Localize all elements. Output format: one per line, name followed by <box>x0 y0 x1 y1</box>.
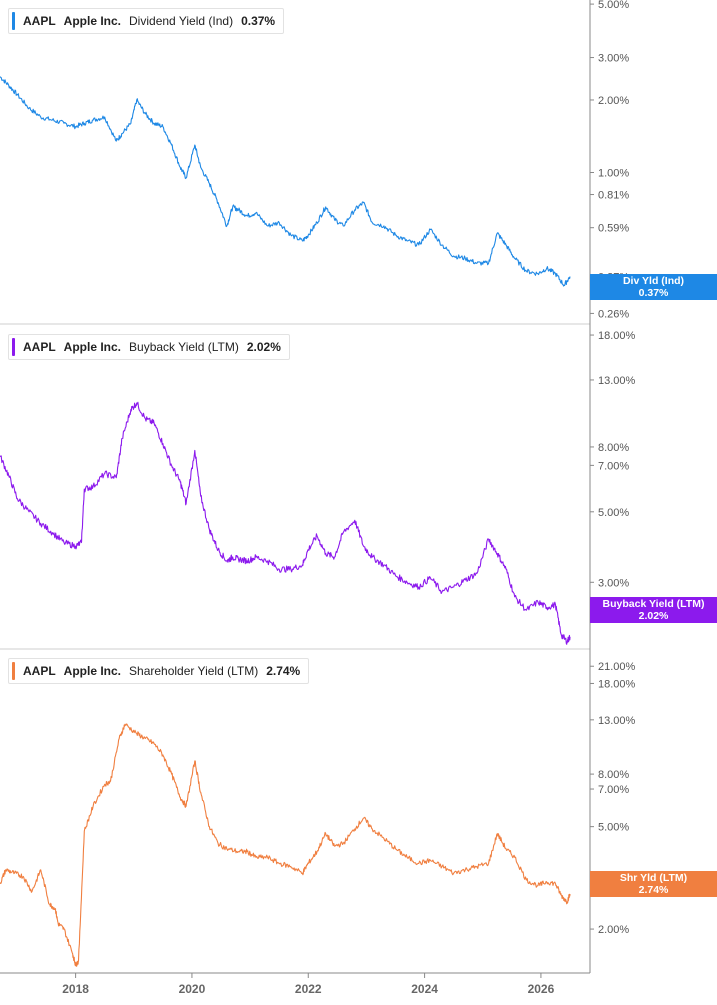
legend-company: Apple Inc. <box>63 664 122 678</box>
value-tag-label: Shr Yld (LTM) <box>619 872 688 884</box>
y-tick-label: 0.26% <box>598 308 629 320</box>
legend-value: 2.74% <box>266 664 301 678</box>
legend-value: 0.37% <box>241 14 276 28</box>
legend-dividend-yield[interactable]: AAPL Apple Inc. Dividend Yield (Ind) 0.3… <box>8 8 285 34</box>
series-line <box>0 401 571 645</box>
series-color-swatch <box>12 338 15 356</box>
series-line <box>0 723 571 967</box>
x-tick-label: 2022 <box>295 982 322 996</box>
y-tick-label: 3.00% <box>598 53 629 65</box>
value-tag-shareholder-yield: Shr Yld (LTM) 2.74% <box>590 871 717 897</box>
y-tick-label: 7.00% <box>598 460 629 472</box>
y-tick-label: 18.00% <box>598 678 636 690</box>
legend-company: Apple Inc. <box>63 14 122 28</box>
y-tick-label: 0.59% <box>598 223 629 235</box>
y-tick-label: 8.00% <box>598 769 629 781</box>
legend-metric: Dividend Yield (Ind) <box>129 14 234 28</box>
value-tag-value: 0.37% <box>638 287 669 299</box>
y-tick-label: 13.00% <box>598 715 636 727</box>
x-tick-label: 2026 <box>528 982 555 996</box>
y-tick-label: 2.00% <box>598 95 629 107</box>
y-tick-label: 3.00% <box>598 577 629 589</box>
value-tag-dividend-yield: Div Yld (Ind) 0.37% <box>590 274 717 300</box>
series-line <box>0 76 571 287</box>
y-tick-label: 0.81% <box>598 190 629 202</box>
y-tick-label: 2.00% <box>598 924 629 936</box>
y-tick-label: 5.00% <box>598 507 629 519</box>
series-color-swatch <box>12 12 15 30</box>
y-tick-label: 7.00% <box>598 784 629 796</box>
legend-ticker: AAPL <box>23 340 56 354</box>
legend-ticker: AAPL <box>23 14 56 28</box>
legend-metric: Buyback Yield (LTM) <box>129 340 239 354</box>
y-tick-label: 13.00% <box>598 375 636 387</box>
legend-value: 2.02% <box>246 340 281 354</box>
y-tick-label: 8.00% <box>598 442 629 454</box>
value-tag-buyback-yield: Buyback Yield (LTM) 2.02% <box>590 597 717 623</box>
y-tick-label: 21.00% <box>598 661 636 673</box>
y-tick-label: 5.00% <box>598 822 629 834</box>
legend-buyback-yield[interactable]: AAPL Apple Inc. Buyback Yield (LTM) 2.02… <box>8 334 290 360</box>
legend-company: Apple Inc. <box>63 340 122 354</box>
x-tick-label: 2018 <box>62 982 89 996</box>
value-tag-label: Div Yld (Ind) <box>622 275 685 287</box>
value-tag-label: Buyback Yield (LTM) <box>602 598 705 610</box>
value-tag-value: 2.02% <box>638 610 669 622</box>
x-tick-label: 2020 <box>179 982 206 996</box>
legend-ticker: AAPL <box>23 664 56 678</box>
y-tick-label: 5.00% <box>598 0 629 11</box>
legend-shareholder-yield[interactable]: AAPL Apple Inc. Shareholder Yield (LTM) … <box>8 658 310 684</box>
y-tick-label: 1.00% <box>598 167 629 179</box>
series-color-swatch <box>12 662 15 680</box>
x-tick-label: 2024 <box>411 982 438 996</box>
value-tag-value: 2.74% <box>638 884 669 896</box>
legend-metric: Shareholder Yield (LTM) <box>129 664 259 678</box>
y-tick-label: 18.00% <box>598 330 636 342</box>
